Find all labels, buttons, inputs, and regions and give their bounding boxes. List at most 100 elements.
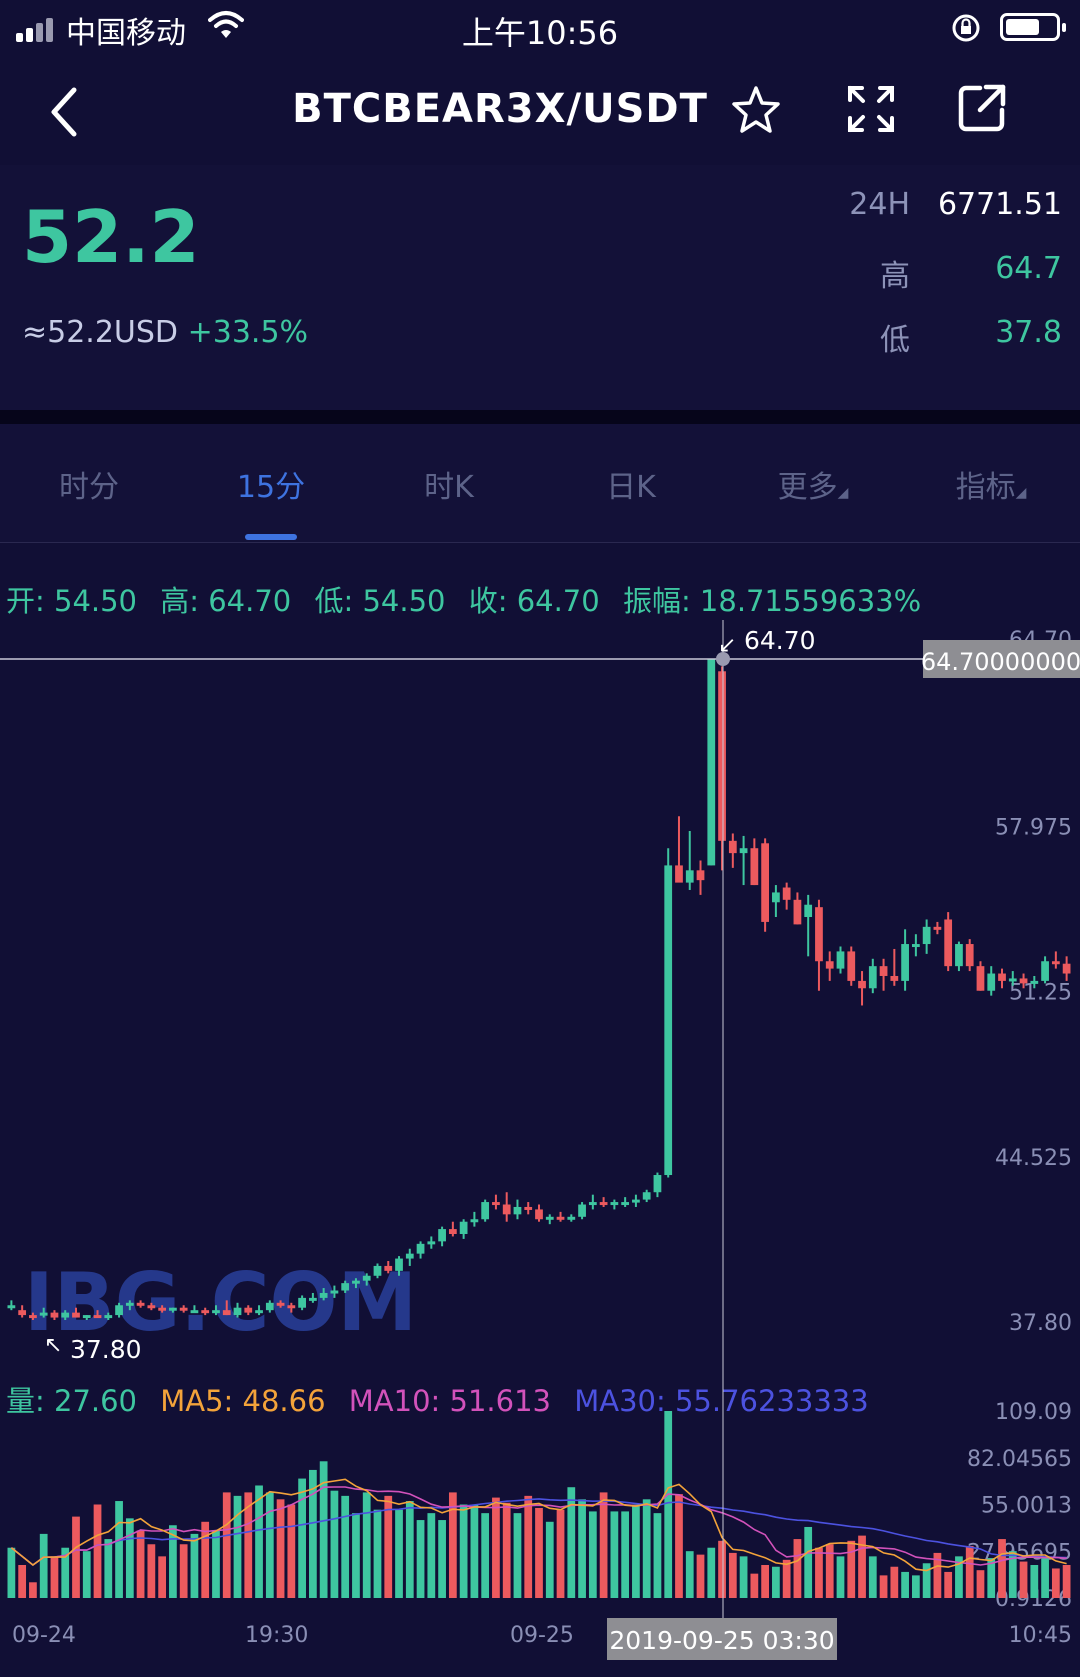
- volume-bar: [1041, 1558, 1049, 1598]
- volume-bar: [825, 1544, 834, 1598]
- candle-body: [933, 926, 942, 930]
- candle-body: [115, 1305, 123, 1316]
- volume-bar: [933, 1552, 942, 1598]
- volume-bar: [922, 1563, 931, 1598]
- volume-bar: [868, 1556, 877, 1598]
- candle-body: [61, 1312, 70, 1318]
- volume-bar: [1062, 1565, 1071, 1598]
- back-chevron-icon[interactable]: [46, 84, 82, 140]
- volume-bar: [707, 1547, 716, 1598]
- time-axis: 09-24 19:30 09-25 10:45: [12, 1623, 1072, 1648]
- dropdown-corner-icon: ◢: [1015, 485, 1027, 501]
- volume-bar: [696, 1554, 705, 1598]
- volume-bar: [395, 1509, 403, 1598]
- volume-bar: [82, 1551, 91, 1598]
- candle-body: [427, 1241, 436, 1245]
- volume-bar: [804, 1526, 813, 1598]
- star-icon[interactable]: [730, 84, 782, 136]
- candle-body: [416, 1243, 425, 1254]
- candle-body: [653, 1175, 662, 1193]
- fullscreen-icon[interactable]: [846, 84, 896, 134]
- tab-more[interactable]: 更多◢: [738, 462, 888, 506]
- volume-bar: [104, 1539, 113, 1598]
- volume-bar: [384, 1495, 393, 1598]
- volume-bar: [739, 1556, 748, 1598]
- volume-bar: [858, 1535, 866, 1598]
- candle-body: [330, 1290, 339, 1294]
- max-arrow-icon: ↙: [718, 633, 736, 658]
- candle-body: [481, 1202, 490, 1220]
- candle-body: [739, 848, 748, 854]
- tab-timeshare[interactable]: 时分: [59, 470, 119, 505]
- volume-bar: [1051, 1568, 1060, 1598]
- volume-bar: [481, 1513, 490, 1598]
- volume-bar: [136, 1530, 145, 1598]
- volume-bar: [632, 1504, 640, 1598]
- candle-body: [696, 870, 705, 881]
- candle-body: [502, 1204, 511, 1215]
- tab-hourly[interactable]: 时K: [424, 470, 474, 505]
- volume-bar: [545, 1521, 554, 1598]
- crosshair-dot: [716, 652, 730, 666]
- share-icon[interactable]: [956, 82, 1008, 134]
- candle-body: [179, 1307, 188, 1311]
- tab-indicators[interactable]: 指标◢: [916, 462, 1066, 506]
- volume-bar: [610, 1511, 619, 1598]
- ma5-value: MA5: 48.66: [160, 1384, 326, 1418]
- candle-body: [395, 1258, 403, 1271]
- candle-body: [556, 1216, 565, 1220]
- volume-bar: [965, 1545, 974, 1598]
- volume-bar: [39, 1533, 48, 1598]
- volume-bar: [179, 1544, 188, 1598]
- volume-bar: [448, 1492, 457, 1598]
- candle-body: [965, 944, 974, 967]
- usd-approx: ≈52.2USD: [22, 315, 179, 350]
- tab-15min[interactable]: 15分: [236, 470, 306, 505]
- candle-body: [911, 944, 920, 948]
- candle-body: [1062, 963, 1071, 974]
- max-price-label: 64.70: [744, 626, 816, 655]
- candle-body: [632, 1199, 640, 1203]
- time-axis-label: 10:45: [1009, 1623, 1072, 1648]
- nav-bar: BTCBEAR3X/USDT: [0, 60, 1080, 165]
- candle-body: [459, 1221, 468, 1234]
- volume-bar: [352, 1513, 360, 1598]
- candlestick-chart[interactable]: IBG.COM 64.70 57.975 51.25 44.525 37.80 109.…: [0, 620, 1080, 1677]
- volume-bar: [330, 1490, 339, 1598]
- volume-bar: [588, 1511, 597, 1598]
- volume-bar: [502, 1502, 511, 1598]
- candle-body: [815, 907, 823, 962]
- pair-title: BTCBEAR3X/USDT: [292, 86, 708, 132]
- signal-icon: [16, 18, 56, 42]
- tab-indicators-label: 指标: [955, 470, 1016, 505]
- candle-body: [772, 892, 780, 903]
- volume-bar: [890, 1566, 899, 1598]
- tab-daily[interactable]: 日K: [606, 470, 656, 505]
- volume-bar: [642, 1499, 651, 1598]
- candle-body: [492, 1202, 500, 1206]
- volume-bar: [341, 1495, 350, 1598]
- carrier-name: 中国移动: [66, 16, 186, 51]
- time-axis-label: 09-24: [12, 1623, 76, 1648]
- volume-bar: [718, 1540, 726, 1598]
- price-axis-label: 57.975: [995, 815, 1072, 840]
- price-axis-label: 44.525: [995, 1146, 1072, 1171]
- candle-body: [1019, 978, 1028, 984]
- candle-body: [233, 1307, 242, 1316]
- volume-bar: [815, 1547, 823, 1598]
- volume-bar: [492, 1497, 500, 1598]
- high-label: 高: [880, 259, 910, 294]
- volume-indicator-readout: 量: 27.60 MA5: 48.66 MA10: 51.613 MA30: 5…: [6, 1378, 883, 1420]
- volume-bar: [976, 1570, 985, 1598]
- min-price-label: 37.80: [70, 1335, 142, 1364]
- open-value: 开: 54.50: [6, 584, 138, 618]
- crosshair-price-label: 64.70000000: [921, 648, 1080, 676]
- tab-more-label: 更多: [777, 470, 838, 505]
- volume-bar: [836, 1556, 845, 1598]
- crosshair-price-box: [923, 640, 1080, 678]
- candle-body: [825, 961, 834, 969]
- volume-bar: [190, 1533, 199, 1598]
- volume-bar: [255, 1485, 263, 1598]
- candle-body: [545, 1216, 554, 1220]
- candle-body: [664, 865, 673, 1176]
